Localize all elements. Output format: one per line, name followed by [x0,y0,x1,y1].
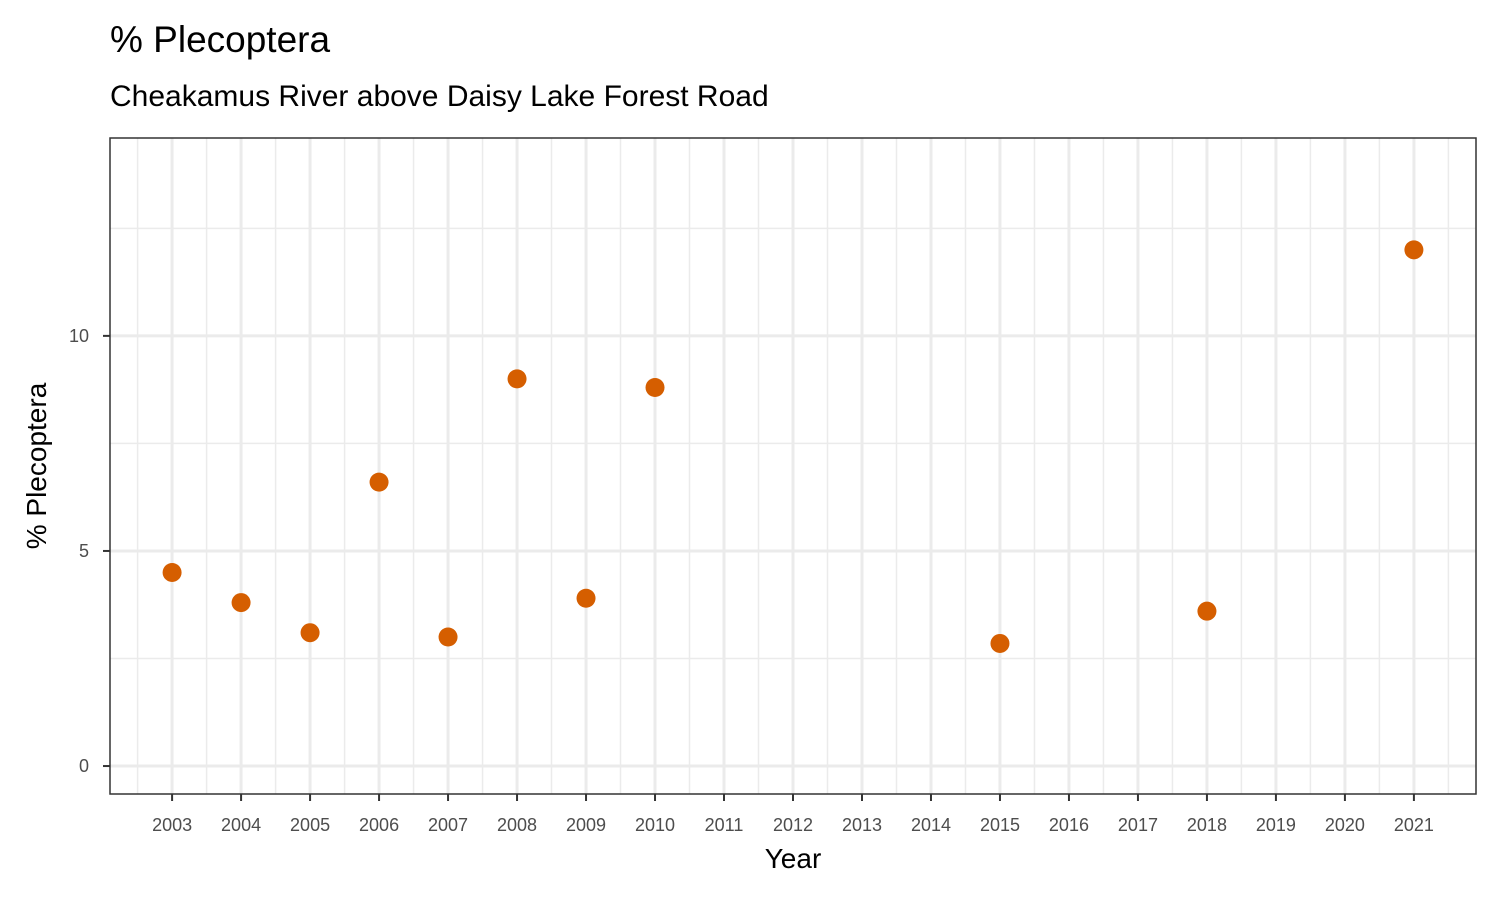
x-tick-label: 2021 [1394,815,1434,835]
data-point [438,627,458,647]
x-tick-label: 2004 [221,815,261,835]
x-tick-label: 2008 [497,815,537,835]
x-tick-label: 2012 [773,815,813,835]
y-tick-label: 10 [69,326,89,346]
x-tick-label: 2016 [1049,815,1089,835]
x-tick-label: 2009 [566,815,606,835]
data-point [369,472,389,492]
x-tick-label: 2014 [911,815,951,835]
x-tick-label: 2003 [152,815,192,835]
x-tick-label: 2011 [705,815,744,835]
x-tick-label: 2018 [1187,815,1227,835]
chart-subtitle: Cheakamus River above Daisy Lake Forest … [110,80,769,113]
x-tick-label: 2015 [980,815,1020,835]
data-point [162,562,182,582]
chart-title: % Plecoptera [110,19,331,60]
axis-ticks: 2003 2004 2005 2006 2007 2008 2009 2010 2011 2012… [69,326,1434,835]
x-axis-label: Year [765,843,822,874]
x-tick-label: 2017 [1118,815,1158,835]
data-point [645,377,665,397]
data-point [1197,601,1217,621]
x-tick-label: 2010 [635,815,675,835]
y-tick-label: 5 [79,541,89,561]
grid-lines [110,138,1476,794]
data-point [300,623,320,643]
x-tick-label: 2013 [842,815,882,835]
x-tick-label: 2005 [290,815,330,835]
y-tick-label: 0 [79,756,89,776]
x-tick-label: 2006 [359,815,399,835]
data-point [231,593,251,613]
x-tick-label: 2007 [428,815,468,835]
x-tick-label: 2019 [1256,815,1296,835]
data-point [576,588,596,608]
data-points [162,240,1424,653]
data-point [1404,240,1424,260]
y-axis-label: % Plecoptera [21,382,52,549]
x-tick-label: 2020 [1325,815,1365,835]
data-point [507,369,527,389]
data-point [990,633,1010,653]
